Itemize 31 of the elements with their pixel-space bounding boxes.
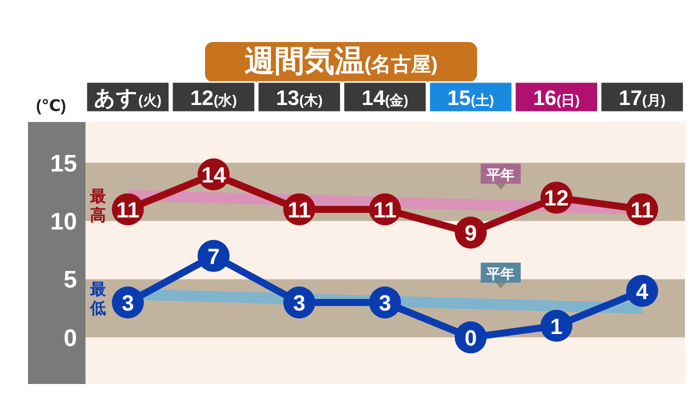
x-tick-label: 15(土) <box>447 87 494 110</box>
y-axis-title: (℃) <box>36 97 66 116</box>
x-tick-label: 12(水) <box>190 87 237 110</box>
data-label: 11 <box>288 197 311 222</box>
data-label: 9 <box>464 220 477 246</box>
x-tick-label: あす(火) <box>94 87 162 110</box>
data-label: 7 <box>207 244 220 269</box>
series-label: 最低 <box>88 281 106 318</box>
y-tick-label: 10 <box>50 208 77 236</box>
data-label: 3 <box>293 290 306 316</box>
data-label: 11 <box>630 197 654 222</box>
x-tick-label: 17(月) <box>618 87 666 110</box>
y-tick-label: 15 <box>50 150 77 178</box>
series-label: 平年 <box>486 166 515 183</box>
x-tick-label: 16(日) <box>533 87 580 110</box>
x-tick-label: 13(木) <box>276 87 323 110</box>
data-label: 4 <box>636 278 650 304</box>
data-label: 12 <box>544 186 569 211</box>
series-label: 平年 <box>486 266 515 282</box>
data-label: 14 <box>201 162 227 188</box>
x-tick-label: 14(金) <box>362 87 408 110</box>
data-label: 1 <box>550 314 563 339</box>
data-label: 11 <box>373 197 397 222</box>
y-tick-label: 5 <box>64 266 77 294</box>
data-label: 3 <box>378 290 392 316</box>
y-tick-label: 0 <box>64 324 77 352</box>
data-label: 0 <box>464 325 477 350</box>
series-label: 最高 <box>88 188 106 224</box>
data-label: 11 <box>116 197 140 222</box>
data-label: 3 <box>122 290 134 316</box>
chart-title: 週間気温(名古屋) <box>244 45 438 78</box>
